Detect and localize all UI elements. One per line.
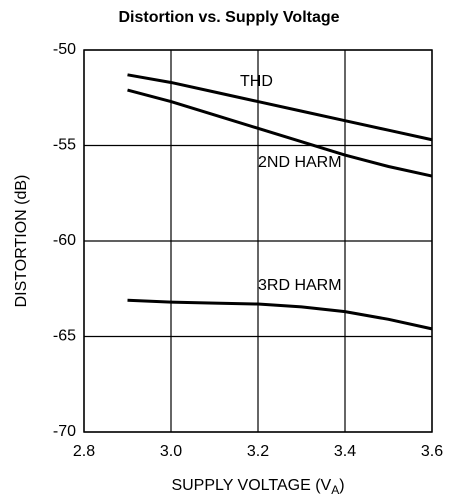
plot-frame bbox=[83, 49, 433, 433]
x-axis-label: SUPPLY VOLTAGE (VA) bbox=[171, 477, 344, 497]
x-axis-label-main: SUPPLY VOLTAGE (V bbox=[171, 477, 331, 494]
x-axis-label-suffix: ) bbox=[339, 477, 344, 494]
series-label: THD bbox=[240, 73, 273, 90]
x-tick-label: 3.4 bbox=[334, 443, 356, 460]
chart-title: Distortion vs. Supply Voltage bbox=[118, 9, 339, 26]
series-label: 2ND HARM bbox=[258, 154, 342, 171]
x-tick-label: 3.2 bbox=[247, 443, 269, 460]
y-tick-label: -65 bbox=[53, 328, 76, 345]
series-line bbox=[127, 73, 433, 142]
series-line bbox=[127, 298, 433, 331]
y-tick-label: -55 bbox=[53, 137, 76, 154]
y-tick-label: -70 bbox=[53, 423, 76, 440]
series-label: 3RD HARM bbox=[258, 277, 342, 294]
y-tick-label: -60 bbox=[53, 232, 76, 249]
x-tick-label: 3.6 bbox=[421, 443, 443, 460]
series-line bbox=[127, 88, 433, 178]
x-tick-label: 2.8 bbox=[73, 443, 95, 460]
x-axis-label-subscript: A bbox=[331, 483, 339, 497]
y-tick-label: -50 bbox=[53, 41, 76, 58]
x-tick-label: 3.0 bbox=[160, 443, 182, 460]
y-axis-label: DISTORTION (dB) bbox=[13, 175, 30, 308]
